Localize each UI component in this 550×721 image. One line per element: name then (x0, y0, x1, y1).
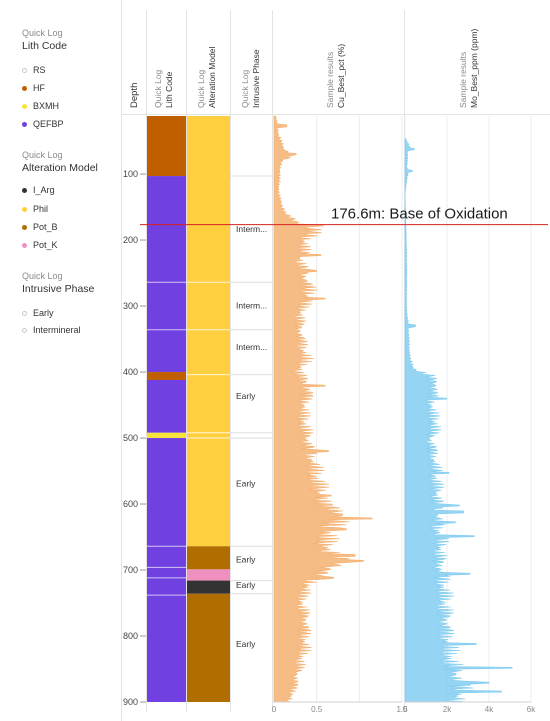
depth-tick-label: 900 (123, 697, 138, 707)
cu-x-tick-label: 0.5 (311, 705, 323, 714)
legend-intrusive-title: Intrusive Phase (22, 283, 95, 295)
legend-swatch (22, 224, 27, 230)
lith-interval (147, 116, 186, 177)
legend-swatch (22, 242, 27, 248)
legend-item-bxmh[interactable]: BXMH (22, 100, 59, 112)
lith-header-line2: Lith Code (164, 71, 174, 108)
alteration-interval (187, 580, 230, 594)
intrusive-label: Interm... (236, 224, 267, 234)
legend-item-pot-b[interactable]: Pot_B (22, 221, 58, 233)
legend-alteration-subtitle: Quick Log (22, 150, 63, 160)
legend-swatch (22, 327, 27, 333)
depth-axis: 100 200 300 400 500 600 700 800 900 (123, 169, 146, 707)
intrusive-track: Interm... Interm... Interm... Early Early Ear… (231, 175, 272, 649)
legend-item-rs[interactable]: RS (22, 64, 46, 76)
intrusive-header-line2: Intrusive Phase (251, 49, 261, 108)
depth-tick-label: 200 (123, 235, 138, 245)
lith-interval (147, 176, 186, 373)
legend-label: Phil (33, 204, 49, 214)
legend-label: QEFBP (33, 119, 64, 129)
alteration-header-line1: Quick Log (196, 69, 206, 108)
intrusive-label: Interm... (236, 300, 267, 310)
cu-x-tick-label: 1.5 (396, 705, 408, 714)
oxidation-label: 176.6m: Base of Oxidation (331, 206, 508, 223)
cu-header-line2: Cu_Best_pct (%) (336, 44, 346, 108)
legend-swatch (22, 67, 27, 73)
lith-interval (147, 379, 186, 433)
legend-label: RS (33, 65, 46, 75)
depth-tick-label: 700 (123, 565, 138, 575)
oxidation-annotation: 176.6m: Base of Oxidation (140, 206, 548, 226)
legend-label: I_Arg (33, 185, 55, 195)
legend-swatch (22, 121, 27, 127)
intrusive-label: Early (236, 554, 256, 564)
depth-tick-label: 800 (123, 631, 138, 641)
lith-interval (147, 432, 186, 439)
depth-tick-label: 100 (123, 169, 138, 179)
legend-label: HF (33, 83, 45, 93)
legend-swatch (22, 310, 27, 316)
mo-x-tick-label: 4k (485, 705, 494, 714)
alteration-interval (187, 593, 230, 702)
mo-area (404, 137, 513, 703)
intrusive-label: Early (236, 639, 256, 649)
depth-tick-label: 600 (123, 499, 138, 509)
legend-item-pot-k[interactable]: Pot_K (22, 239, 58, 251)
legend-item-early[interactable]: Early (22, 307, 54, 319)
lith-interval (147, 372, 186, 380)
depth-header: Depth (129, 83, 140, 108)
legend-label: BXMH (33, 101, 60, 111)
intrusive-label: Interm... (236, 342, 267, 352)
intrusive-label: Early (236, 391, 256, 401)
mo-x-tick-label: 0 (403, 705, 408, 714)
legend-item-intermineral[interactable]: Intermineral (22, 324, 81, 336)
legend-swatch (22, 187, 27, 193)
legend-label: Pot_K (33, 240, 58, 250)
legend-intrusive-subtitle: Quick Log (22, 271, 63, 281)
intrusive-header-line1: Quick Log (240, 69, 250, 108)
x-axes: 0 0.5 1.50 2k 4k 6k (272, 701, 536, 714)
legend-alteration-title: Alteration Model (22, 162, 98, 174)
alteration-interval (187, 116, 230, 547)
legend-lith-subtitle: Quick Log (22, 28, 63, 38)
legend-swatch (22, 103, 27, 109)
legend-label: Early (33, 308, 54, 318)
alteration-header-line2: Alteration Model (207, 46, 217, 108)
legend-label: Intermineral (33, 325, 81, 335)
mo-x-tick-label: 2k (443, 705, 452, 714)
lith-track (147, 116, 186, 702)
legend-label: Pot_B (33, 222, 58, 232)
cu-x-tick-label: 0 (272, 705, 277, 714)
intrusive-label: Early (236, 479, 256, 489)
legend-panel: Quick Log Lith Code RS HF BXMH QEFBP Qui… (0, 0, 122, 721)
lith-header-line1: Quick Log (153, 69, 163, 108)
alteration-interval (187, 569, 230, 581)
alteration-interval (187, 546, 230, 570)
legend-item-phil[interactable]: Phil (22, 203, 48, 215)
lith-interval (147, 438, 186, 702)
mo-header-line1: Sample results (458, 52, 468, 108)
alteration-track (187, 116, 230, 702)
cu-header-line1: Sample results (325, 52, 335, 108)
legend-item-hf[interactable]: HF (22, 82, 45, 94)
legend-lith-title: Lith Code (22, 40, 67, 52)
intrusive-label: Early (236, 580, 256, 590)
mo-track (404, 116, 532, 703)
cu-track (273, 115, 403, 703)
depth-tick-label: 300 (123, 301, 138, 311)
cu-area (273, 115, 373, 703)
legend-item-i-arg[interactable]: I_Arg (22, 184, 55, 196)
depth-tick-label: 500 (123, 433, 138, 443)
depth-tick-label: 400 (123, 367, 138, 377)
legend-swatch (22, 85, 27, 91)
mo-header-line2: Mo_Best_ppm (ppm) (469, 28, 479, 108)
legend-swatch (22, 206, 27, 212)
mo-x-tick-label: 6k (527, 705, 536, 714)
legend-item-qefbp[interactable]: QEFBP (22, 118, 64, 130)
